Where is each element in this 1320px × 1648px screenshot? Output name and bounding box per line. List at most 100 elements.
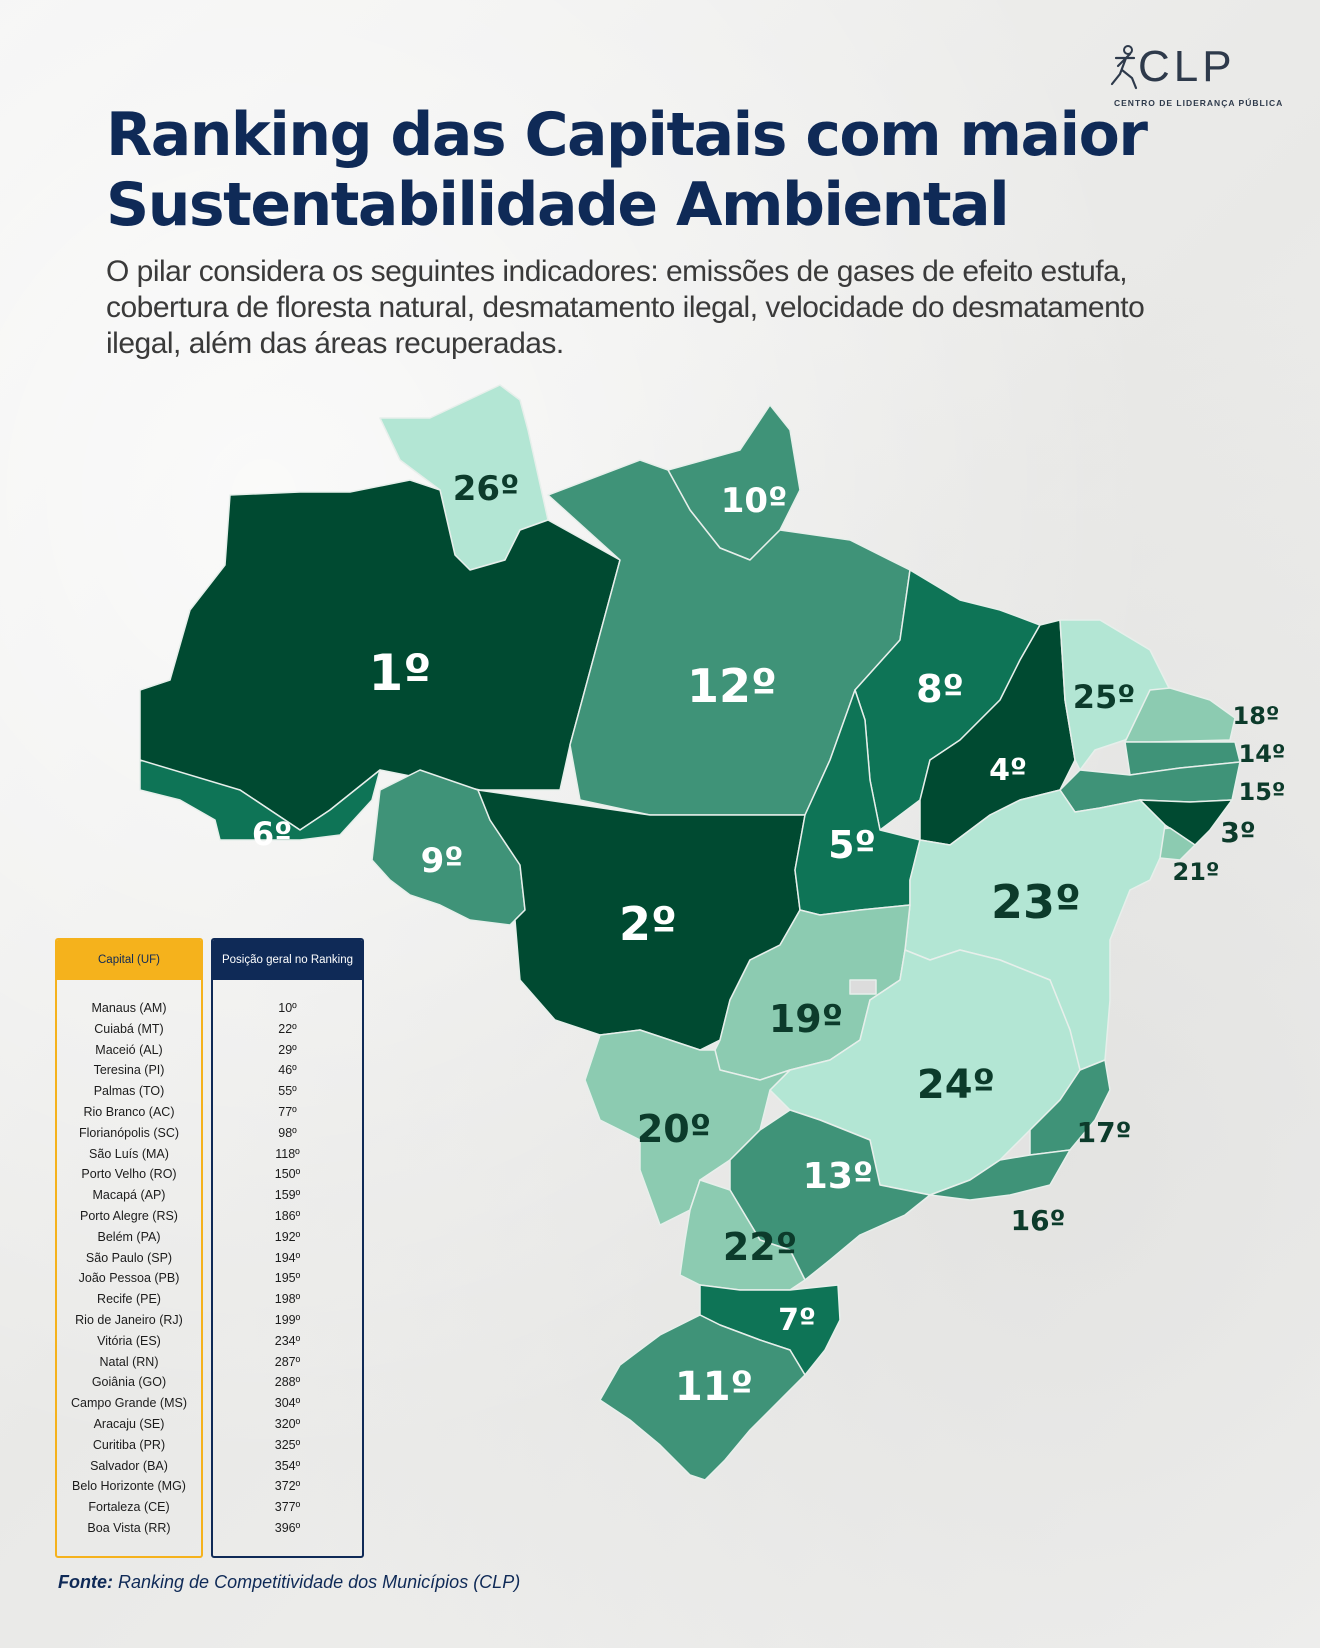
label-MS: 20º — [637, 1107, 711, 1151]
label-AC: 6º — [252, 815, 292, 853]
label-CE: 25º — [1073, 678, 1136, 716]
table-row-capital: Recife (PE) — [97, 1292, 161, 1307]
table-row-position: 159º — [274, 1188, 301, 1203]
table-row-capital: Aracaju (SE) — [93, 1416, 165, 1431]
table-row-position: 320º — [274, 1416, 301, 1431]
table-row-capital: Goiânia (GO) — [91, 1375, 167, 1390]
table-row-position: 325º — [274, 1437, 301, 1452]
table-row-capital: São Paulo (SP) — [85, 1250, 173, 1265]
label-BA: 22º — [723, 1225, 797, 1269]
table-row-capital: Vitória (ES) — [97, 1333, 161, 1348]
state-labels: 1º 2º 3º 4º 5º 6º 7º 8º 9º 10º 11º 12º 1… — [252, 469, 1286, 1410]
table-row-capital: Teresina (PI) — [93, 1063, 165, 1078]
table-row-capital: Manaus (AM) — [91, 1001, 167, 1015]
label-AL: 3º — [1220, 816, 1255, 849]
table-row-capital: Fortaleza (CE) — [88, 1500, 170, 1515]
label-AM: 1º — [369, 644, 432, 702]
label-BA-rank: 23º — [991, 875, 1081, 929]
table-row-capital: João Pessoa (PB) — [78, 1271, 180, 1286]
table-row-capital: Porto Velho (RO) — [81, 1167, 177, 1182]
label-MG: 24º — [917, 1062, 995, 1108]
state-PR — [679, 1179, 806, 1291]
table-row-position: 304º — [274, 1396, 301, 1411]
title-line-1: Ranking das Capitais com maior — [106, 100, 1148, 170]
table-row-capital: Natal (RN) — [99, 1354, 159, 1369]
table-row-position: 195º — [274, 1271, 301, 1286]
state-DF — [849, 979, 877, 995]
table-row-position: 29º — [278, 1042, 297, 1057]
table-row-position: 186º — [274, 1208, 301, 1223]
label-SC: 7º — [778, 1303, 816, 1338]
label-PI: 4º — [989, 753, 1027, 788]
table-row-capital: Salvador (BA) — [90, 1458, 168, 1473]
table-column-position: Posição geral no Ranking 10º 22º 29º 46º 55º… — [211, 938, 364, 1558]
state-CE — [1059, 619, 1171, 771]
label-RS: 11º — [675, 1364, 753, 1410]
clp-logo: CLP CENTRO DE LIDERANÇA PÚBLICA — [1110, 42, 1290, 112]
table-row-capital: Rio Branco (AC) — [83, 1104, 175, 1119]
position-list: 10º 22º 29º 46º 55º 77º 98º 118º 150º 159º 186º 192… — [213, 980, 362, 1539]
table-row-position: 234º — [274, 1333, 301, 1348]
label-SP: 13º — [803, 1156, 873, 1197]
table-row-position: 192º — [274, 1229, 301, 1244]
table-row-capital: Curitiba (PR) — [92, 1437, 166, 1452]
table-row-position: 46º — [278, 1063, 297, 1078]
label-RO: 9º — [421, 841, 464, 881]
table-header-capital: Capital (UF) — [57, 940, 201, 980]
table-column-capital: Capital (UF) Manaus (AM) Cuiabá (MT) Macei… — [55, 938, 203, 1558]
table-row-position: 354º — [274, 1458, 301, 1473]
state-AM — [139, 479, 621, 831]
label-RR: 26º — [453, 469, 520, 509]
label-RJ: 16º — [1011, 1204, 1066, 1237]
table-row-position: 194º — [274, 1250, 301, 1265]
label-MA: 8º — [916, 667, 964, 711]
label-PA: 12º — [687, 659, 777, 713]
label-PE: 15º — [1239, 778, 1286, 806]
label-TO: 5º — [828, 823, 876, 867]
page-title: Ranking das Capitais com maior Sustentab… — [106, 100, 1148, 240]
label-GO: 19º — [769, 997, 843, 1041]
source-note: Fonte: Ranking de Competitividade dos Mu… — [58, 1572, 520, 1593]
state-AC — [139, 759, 381, 841]
table-row-position: 287º — [274, 1354, 301, 1369]
label-PB: 14º — [1239, 740, 1286, 768]
label-SE: 21º — [1173, 858, 1220, 886]
label-MT: 2º — [619, 897, 677, 951]
source-label: Fonte: — [58, 1572, 113, 1592]
table-row-capital: São Luís (MA) — [89, 1146, 169, 1161]
table-row-position: 22º — [278, 1021, 297, 1036]
label-RN: 18º — [1233, 702, 1280, 730]
table-row-position: 150º — [274, 1167, 301, 1182]
table-row-position: 10º — [278, 1001, 297, 1015]
label-AP: 10º — [721, 481, 788, 521]
table-row-capital: Florianópolis (SC) — [78, 1125, 180, 1140]
source-text: Ranking de Competitividade dos Município… — [118, 1572, 521, 1592]
table-row-capital: Rio de Janeiro (RJ) — [75, 1312, 183, 1327]
state-RJ — [929, 1149, 1071, 1201]
table-row-capital: Boa Vista (RR) — [87, 1520, 171, 1535]
table-header-position: Posição geral no Ranking — [213, 940, 362, 980]
table-row-position: 55º — [278, 1084, 297, 1099]
capital-list: Manaus (AM) Cuiabá (MT) Maceió (AL) Teresin… — [57, 980, 201, 1539]
table-row-capital: Macapá (AP) — [92, 1188, 166, 1203]
logo-text: CLP — [1138, 42, 1236, 91]
table-row-position: 288º — [274, 1375, 301, 1390]
logo-subtitle: CENTRO DE LIDERANÇA PÚBLICA — [1114, 98, 1284, 108]
label-ES: 17º — [1077, 1116, 1132, 1149]
table-row-position: 396º — [274, 1520, 301, 1535]
runner-icon — [1110, 45, 1138, 90]
table-row-position: 377º — [274, 1500, 301, 1515]
table-row-capital: Cuiabá (MT) — [94, 1021, 164, 1036]
table-row-capital: Belém (PA) — [97, 1229, 161, 1244]
table-row-position: 98º — [278, 1125, 297, 1140]
table-row-position: 198º — [274, 1292, 301, 1307]
table-row-position: 118º — [275, 1146, 300, 1161]
table-row-position: 199º — [274, 1312, 301, 1327]
page-subtitle: O pilar considera os seguintes indicador… — [106, 255, 1145, 360]
table-row-capital: Maceió (AL) — [95, 1042, 163, 1057]
table-row-capital: Campo Grande (MS) — [70, 1396, 187, 1411]
table-row-capital: Belo Horizonte (MG) — [72, 1479, 186, 1494]
table-row-capital: Palmas (TO) — [93, 1084, 165, 1099]
table-row-capital: Porto Alegre (RS) — [80, 1208, 178, 1223]
